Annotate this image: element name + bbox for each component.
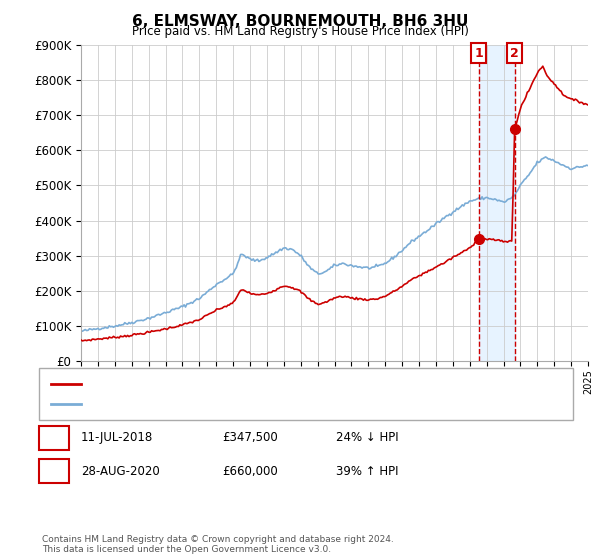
- Text: 1: 1: [474, 46, 483, 59]
- Text: 28-AUG-2020: 28-AUG-2020: [81, 465, 160, 478]
- Text: £660,000: £660,000: [222, 465, 278, 478]
- Text: Contains HM Land Registry data © Crown copyright and database right 2024.
This d: Contains HM Land Registry data © Crown c…: [42, 535, 394, 554]
- Text: 24% ↓ HPI: 24% ↓ HPI: [336, 431, 398, 445]
- Text: £347,500: £347,500: [222, 431, 278, 445]
- Text: 2: 2: [50, 465, 58, 478]
- Text: 6, ELMSWAY, BOURNEMOUTH, BH6 3HU: 6, ELMSWAY, BOURNEMOUTH, BH6 3HU: [132, 14, 468, 29]
- Text: 1: 1: [50, 431, 58, 445]
- Bar: [479, 45, 515, 361]
- Text: 2: 2: [510, 46, 519, 59]
- Text: 11-JUL-2018: 11-JUL-2018: [81, 431, 153, 445]
- Text: HPI: Average price, detached house, Bournemouth Christchurch and Poole: HPI: Average price, detached house, Bour…: [90, 399, 496, 409]
- Text: 6, ELMSWAY, BOURNEMOUTH, BH6 3HU (detached house): 6, ELMSWAY, BOURNEMOUTH, BH6 3HU (detach…: [90, 379, 407, 389]
- Text: Price paid vs. HM Land Registry's House Price Index (HPI): Price paid vs. HM Land Registry's House …: [131, 25, 469, 38]
- Text: 39% ↑ HPI: 39% ↑ HPI: [336, 465, 398, 478]
